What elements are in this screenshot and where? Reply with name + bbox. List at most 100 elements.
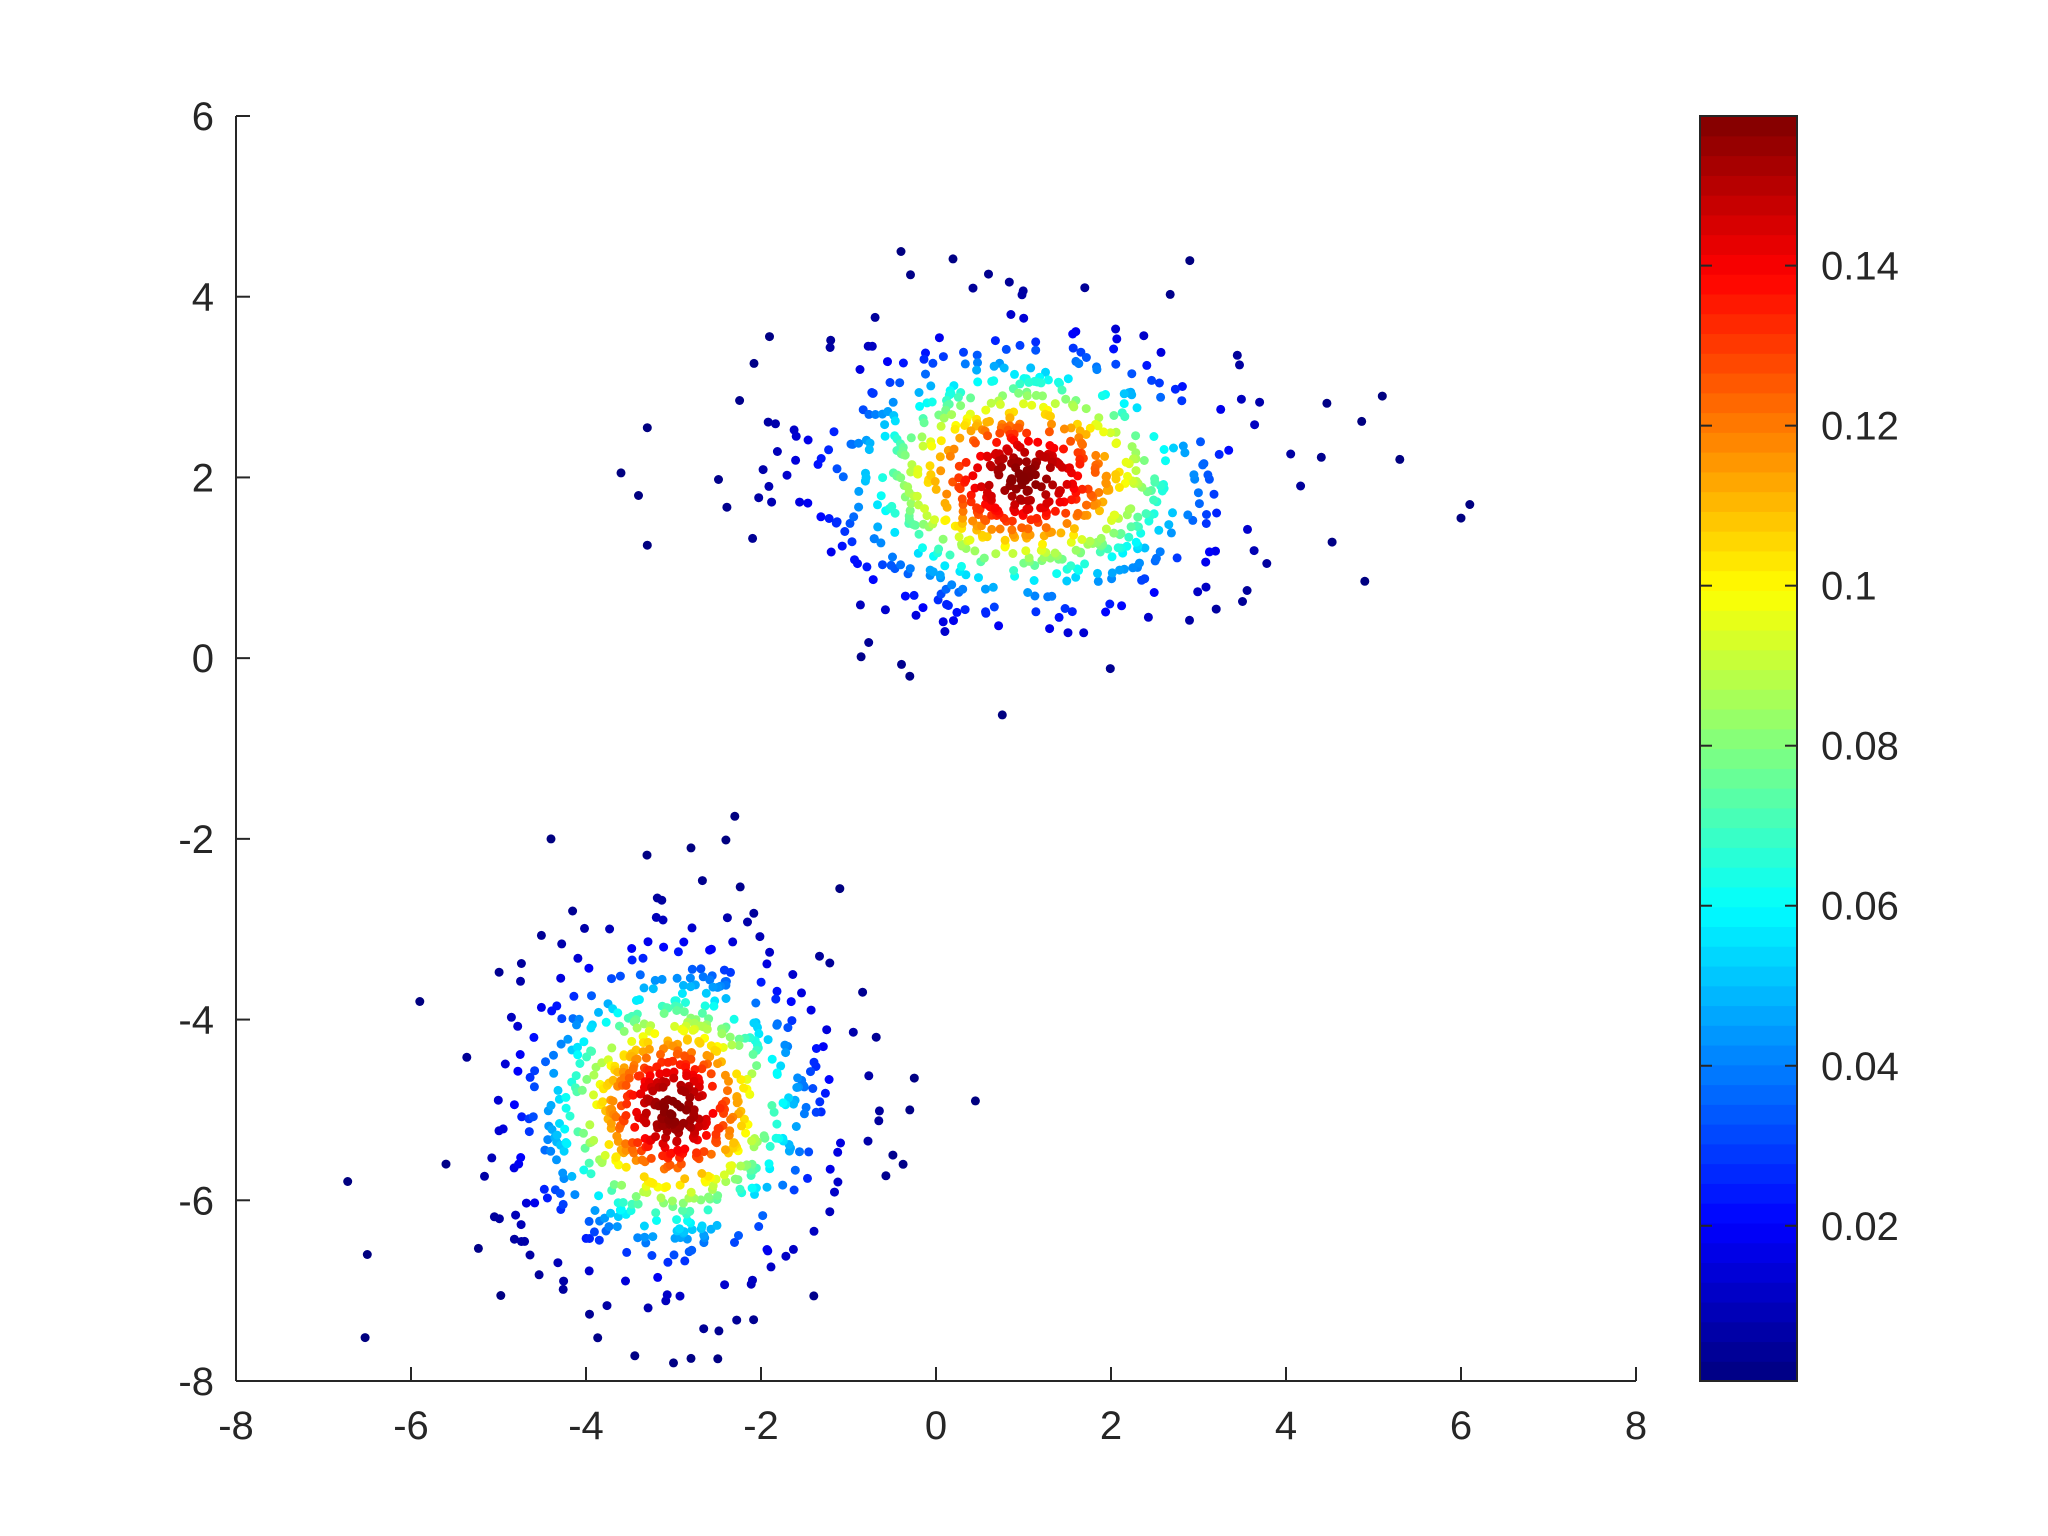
scatter-point xyxy=(613,1008,623,1018)
scatter-point xyxy=(589,1227,599,1237)
scatter-point xyxy=(1249,546,1259,556)
scatter-point xyxy=(970,546,980,556)
scatter-point xyxy=(696,964,706,974)
scatter-point xyxy=(1120,412,1130,422)
scatter-point xyxy=(1123,471,1132,481)
scatter-point xyxy=(633,1199,643,1209)
scatter-point xyxy=(938,617,948,627)
scatter-point xyxy=(765,332,774,342)
scatter-point xyxy=(942,599,951,609)
scatter-point xyxy=(730,811,740,821)
scatter-point xyxy=(795,1147,804,1157)
scatter-point xyxy=(1322,398,1332,408)
scatter-point xyxy=(765,947,775,957)
scatter-point xyxy=(956,401,966,411)
scatter-point xyxy=(1007,525,1017,535)
scatter-point xyxy=(905,564,915,574)
scatter-point xyxy=(897,659,906,669)
scatter-point xyxy=(513,1021,523,1031)
scatter-point xyxy=(656,1049,665,1059)
scatter-point xyxy=(1038,451,1048,461)
scatter-point xyxy=(1395,454,1405,464)
scatter-point xyxy=(667,1196,677,1206)
scatter-point xyxy=(686,1353,696,1363)
scatter-point xyxy=(516,1220,526,1230)
scatter-point xyxy=(552,1130,562,1140)
scatter-point xyxy=(1017,523,1027,533)
scatter-point xyxy=(685,973,695,983)
scatter-point xyxy=(960,605,970,615)
scatter-point xyxy=(771,419,780,429)
scatter-point xyxy=(542,1193,552,1203)
scatter-point xyxy=(1055,486,1065,496)
scatter-point xyxy=(1077,535,1087,544)
scatter-point xyxy=(678,1206,687,1215)
scatter-point xyxy=(765,1141,775,1151)
scatter-point xyxy=(1142,360,1152,370)
scatter-point xyxy=(593,1333,603,1343)
scatter-point xyxy=(930,515,939,525)
scatter-point xyxy=(914,388,924,397)
scatter-point xyxy=(732,1069,742,1079)
scatter-point xyxy=(808,1084,818,1093)
colorbar-segment xyxy=(1700,550,1797,572)
scatter-point xyxy=(699,1147,709,1157)
colorbar-segment xyxy=(1700,116,1797,137)
scatter-point xyxy=(999,363,1009,373)
scatter-point xyxy=(874,1116,884,1126)
scatter-point xyxy=(697,876,707,886)
scatter-point xyxy=(795,497,805,507)
scatter-point xyxy=(784,1146,794,1156)
scatter-point xyxy=(772,1119,782,1129)
scatter-point xyxy=(906,499,916,508)
scatter-point xyxy=(612,1131,622,1141)
scatter-point xyxy=(997,710,1007,720)
scatter-point xyxy=(1232,350,1242,360)
scatter-point xyxy=(972,365,982,375)
scatter-point xyxy=(789,1099,798,1109)
scatter-point xyxy=(987,462,996,472)
scatter-point xyxy=(679,937,689,947)
scatter-point xyxy=(764,1159,774,1169)
scatter-point xyxy=(705,975,715,985)
x-tick-label: -6 xyxy=(393,1404,429,1448)
scatter-point xyxy=(728,937,738,947)
colorbar-segment xyxy=(1700,1163,1797,1184)
scatter-point xyxy=(1079,628,1089,638)
scatter-point xyxy=(754,1029,764,1039)
scatter-point xyxy=(1150,474,1160,484)
colorbar-segment xyxy=(1700,1321,1797,1343)
scatter-point xyxy=(763,417,773,427)
scatter-point xyxy=(634,995,644,1005)
scatter-point xyxy=(1216,404,1226,414)
scatter-point xyxy=(555,1189,565,1198)
scatter-point xyxy=(737,1121,746,1131)
scatter-point xyxy=(700,1001,710,1011)
scatter-point xyxy=(643,1303,653,1313)
scatter-point xyxy=(511,1210,521,1220)
scatter-point xyxy=(1194,499,1204,509)
scatter-point xyxy=(663,1057,673,1067)
scatter-point xyxy=(907,460,917,470)
scatter-point xyxy=(665,1109,675,1119)
scatter-point xyxy=(989,602,999,612)
colorbar-segment xyxy=(1700,155,1797,176)
scatter-point xyxy=(543,1135,553,1145)
scatter-point xyxy=(735,1184,745,1194)
scatter-point xyxy=(947,580,957,590)
scatter-point xyxy=(995,524,1005,534)
scatter-point xyxy=(1201,519,1211,528)
scatter-point xyxy=(1050,399,1060,409)
colorbar-segment xyxy=(1700,867,1797,888)
scatter-point xyxy=(1109,411,1119,420)
scatter-point xyxy=(521,1198,531,1208)
scatter-point xyxy=(579,1165,589,1175)
scatter-point xyxy=(1193,587,1203,597)
scatter-point xyxy=(650,1029,660,1039)
scatter-point xyxy=(1024,436,1033,446)
scatter-point xyxy=(559,1276,569,1286)
colorbar-frame xyxy=(1699,115,1798,1382)
scatter-point xyxy=(1180,448,1190,458)
scatter-point xyxy=(553,1085,563,1095)
